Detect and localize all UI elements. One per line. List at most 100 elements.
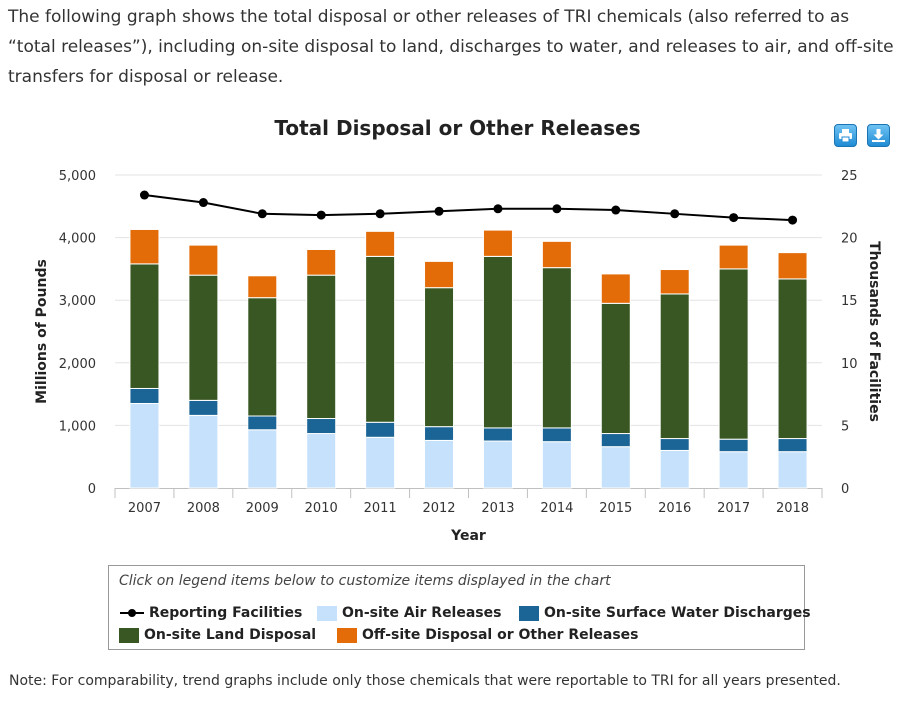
y-tick-label: 1,000 xyxy=(59,419,96,434)
y2-tick-label: 10 xyxy=(841,357,858,372)
bar-segment xyxy=(482,427,513,442)
download-button[interactable] xyxy=(867,124,890,147)
bar-segment xyxy=(424,287,455,428)
legend-item-land-disposal[interactable]: On-site Land Disposal xyxy=(119,626,316,644)
footnote: Note: For comparability, trend graphs in… xyxy=(9,673,841,689)
bar-segment xyxy=(482,229,513,257)
bar-segment xyxy=(482,440,513,489)
bar-segment xyxy=(718,268,749,440)
x-tick-label: 2012 xyxy=(422,501,455,516)
bar-segment xyxy=(306,433,337,489)
bar-segment xyxy=(659,449,690,489)
bar-segment xyxy=(188,244,219,276)
legend-item-reporting-facilities[interactable]: Reporting Facilities xyxy=(119,604,302,622)
facilities-point xyxy=(434,206,444,216)
x-tick-label: 2017 xyxy=(717,501,750,516)
legend-line-marker xyxy=(120,609,144,617)
legend-swatch xyxy=(317,606,337,621)
x-tick-label: 2011 xyxy=(364,501,397,516)
x-tick-label: 2018 xyxy=(776,501,809,516)
intro-paragraph: The following graph shows the total disp… xyxy=(8,7,894,87)
bar-segment xyxy=(777,451,808,489)
facilities-point xyxy=(139,190,149,200)
bar-segment xyxy=(365,230,396,257)
bar-segment xyxy=(129,402,160,489)
bar-segment xyxy=(541,240,572,269)
y-tick-label: 2,000 xyxy=(59,357,96,372)
legend-item-surface-water[interactable]: On-site Surface Water Discharges xyxy=(519,604,811,622)
facilities-point xyxy=(670,209,680,219)
x-tick-label: 2016 xyxy=(658,501,691,516)
legend-label: Reporting Facilities xyxy=(149,605,303,621)
bar-segment xyxy=(718,451,749,489)
legend: Click on legend items below to customize… xyxy=(108,565,811,650)
y2-tick-label: 20 xyxy=(841,232,858,247)
print-icon xyxy=(839,129,852,143)
facilities-point xyxy=(198,198,208,208)
y2-tick-label: 25 xyxy=(841,169,858,184)
facilities-point xyxy=(729,213,739,223)
y-tick-label: 0 xyxy=(88,482,96,497)
x-tick-label: 2010 xyxy=(305,501,338,516)
bar-segment xyxy=(718,244,749,270)
download-icon xyxy=(872,129,885,142)
bar-segment xyxy=(247,297,278,417)
legend-label: Off-site Disposal or Other Releases xyxy=(362,627,639,643)
facilities-point xyxy=(493,204,503,214)
bar-segment xyxy=(424,439,455,489)
y2-tick-label: 5 xyxy=(841,419,849,434)
bar-segment xyxy=(424,260,455,289)
x-tick-label: 2008 xyxy=(187,501,220,516)
bar-segment xyxy=(365,255,396,423)
legend-hint: Click on legend items below to customize… xyxy=(119,573,611,589)
y-tick-label: 4,000 xyxy=(59,232,96,247)
facilities-point xyxy=(257,209,267,219)
bar-segment xyxy=(306,418,337,435)
x-tick-label: 2007 xyxy=(128,501,161,516)
bar-segment xyxy=(306,248,337,276)
bar-segment xyxy=(718,438,749,453)
bar-segment xyxy=(424,426,455,441)
legend-item-offsite[interactable]: Off-site Disposal or Other Releases xyxy=(337,626,639,644)
bar-segment xyxy=(659,293,690,440)
bar-segment xyxy=(247,275,278,299)
facilities-point xyxy=(788,215,798,225)
x-tick-label: 2009 xyxy=(246,501,279,516)
bar-segment xyxy=(247,429,278,489)
print-button[interactable] xyxy=(834,124,857,147)
bar-segment xyxy=(129,228,160,265)
bar-segment xyxy=(306,274,337,420)
legend-swatch xyxy=(337,628,357,643)
legend-item-air-releases[interactable]: On-site Air Releases xyxy=(317,604,501,622)
x-tick-label: 2014 xyxy=(540,501,573,516)
facilities-point xyxy=(611,205,621,215)
bar-segment xyxy=(659,438,690,451)
facilities-point xyxy=(316,210,326,220)
y2-tick-label: 0 xyxy=(841,482,849,497)
bar-segment xyxy=(247,415,278,431)
chart-area: 0 1,000 2,000 3,000 4,000 5,000 0 5 10 15 20 25 2007… xyxy=(34,169,882,544)
bar-segment xyxy=(129,387,160,404)
facilities-line xyxy=(144,194,793,222)
x-axis-title: Year xyxy=(450,528,486,544)
legend-label: On-site Air Releases xyxy=(342,605,502,621)
y-axis-title: Millions of Pounds xyxy=(34,259,50,404)
chart-title: Total Disposal or Other Releases xyxy=(274,116,641,140)
bar-segment xyxy=(600,302,631,435)
bar-segment xyxy=(600,273,631,304)
x-tick-label: 2015 xyxy=(599,501,632,516)
y2-tick-label: 15 xyxy=(841,294,858,309)
bar-segment xyxy=(129,263,160,389)
bar-segment xyxy=(541,427,572,443)
bar-segment xyxy=(777,438,808,453)
bar-segment xyxy=(365,421,396,438)
bar-segment xyxy=(659,269,690,295)
legend-label: On-site Surface Water Discharges xyxy=(544,605,811,621)
bar-segment xyxy=(541,441,572,489)
bar-segment xyxy=(541,267,572,429)
facilities-point xyxy=(552,204,562,214)
y-tick-label: 5,000 xyxy=(59,169,96,184)
bar-segment xyxy=(188,399,219,416)
bar-segment xyxy=(365,436,396,489)
y-tick-label: 3,000 xyxy=(59,294,96,309)
